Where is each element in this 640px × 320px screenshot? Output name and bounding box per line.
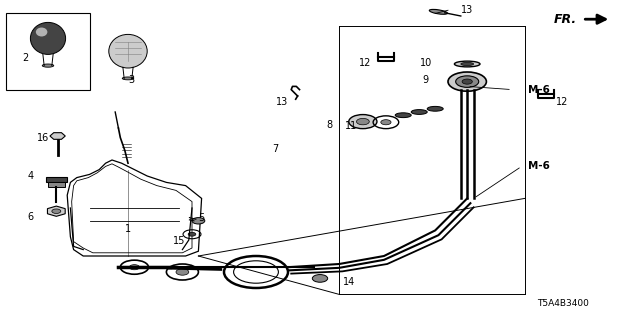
- Ellipse shape: [36, 28, 47, 36]
- Circle shape: [176, 269, 189, 275]
- Text: M-6: M-6: [528, 84, 550, 95]
- Ellipse shape: [429, 9, 447, 14]
- Text: 2: 2: [22, 52, 29, 63]
- Ellipse shape: [412, 109, 428, 115]
- Bar: [6, 13, 90, 90]
- Ellipse shape: [454, 61, 480, 67]
- Ellipse shape: [31, 22, 65, 54]
- Bar: [46, 177, 67, 182]
- Text: 16: 16: [37, 133, 50, 143]
- Ellipse shape: [122, 77, 134, 80]
- Text: M-6: M-6: [528, 161, 550, 172]
- Text: 1: 1: [125, 224, 131, 234]
- Circle shape: [349, 115, 377, 129]
- Circle shape: [129, 265, 140, 270]
- Text: 13: 13: [275, 97, 288, 107]
- Text: 15: 15: [173, 236, 186, 246]
- Text: 14: 14: [342, 277, 355, 287]
- Text: 9: 9: [422, 75, 429, 85]
- Circle shape: [462, 79, 472, 84]
- Text: 10: 10: [419, 58, 432, 68]
- Text: 3: 3: [128, 75, 134, 85]
- Text: 11: 11: [344, 121, 357, 132]
- Circle shape: [52, 209, 61, 213]
- Text: 12: 12: [358, 58, 371, 68]
- Circle shape: [188, 232, 196, 236]
- Text: 4: 4: [28, 171, 34, 181]
- Circle shape: [448, 72, 486, 91]
- Ellipse shape: [461, 62, 474, 66]
- Polygon shape: [47, 206, 65, 216]
- Ellipse shape: [428, 106, 444, 111]
- Circle shape: [312, 275, 328, 282]
- Text: 8: 8: [326, 120, 333, 130]
- Circle shape: [192, 218, 205, 224]
- Text: 6: 6: [28, 212, 34, 222]
- Text: 7: 7: [272, 144, 278, 154]
- Ellipse shape: [42, 64, 54, 67]
- Text: 5: 5: [198, 213, 205, 223]
- Bar: [48, 182, 65, 187]
- Text: FR.: FR.: [554, 13, 577, 26]
- Ellipse shape: [109, 35, 147, 68]
- Circle shape: [381, 120, 391, 125]
- Polygon shape: [50, 133, 65, 139]
- Ellipse shape: [396, 113, 412, 118]
- Circle shape: [456, 76, 479, 87]
- Text: 12: 12: [556, 97, 568, 108]
- Circle shape: [356, 118, 369, 125]
- Text: 13: 13: [461, 4, 474, 15]
- Text: T5A4B3400: T5A4B3400: [537, 300, 589, 308]
